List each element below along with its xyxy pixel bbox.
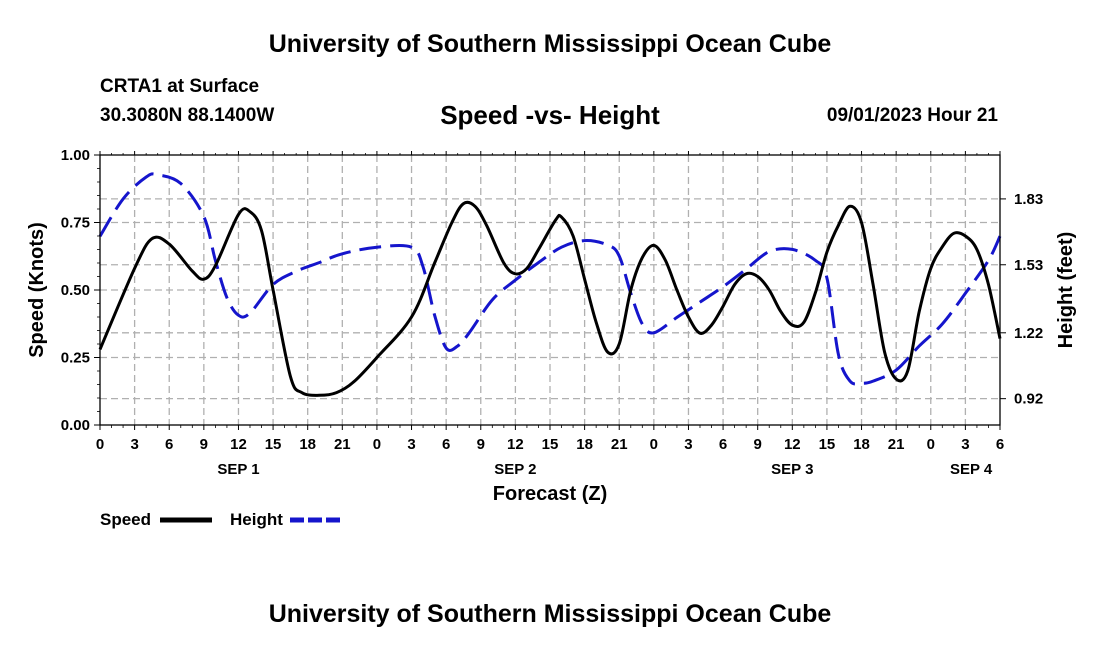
station-label: CRTA1 at Surface xyxy=(100,76,260,97)
x-tick-label: 15 xyxy=(542,436,559,453)
page-title: University of Southern Mississippi Ocean… xyxy=(268,30,832,58)
x-tick-label: 21 xyxy=(888,436,905,453)
labels: Forecast (Z) Speed (Knots) Height (feet) xyxy=(26,222,1077,505)
date-label: SEP 1 xyxy=(217,461,259,478)
x-tick-label: 9 xyxy=(200,436,208,453)
x-tick-label: 0 xyxy=(927,436,935,453)
y-tick-label: 0.25 xyxy=(61,350,90,367)
axes: 0 3 6 9 12 15 18 21 0 3 6 9 12 15 18 21 0 3 6 9 12 15 18 21 0 3 6S… xyxy=(61,147,1043,478)
x-tick-label: 18 xyxy=(299,436,316,453)
plot-frame xyxy=(99,154,1001,426)
y-tick-label: 0.75 xyxy=(61,215,90,232)
legend-speed-label: Speed xyxy=(100,510,151,529)
y2-tick-label: 0.92 xyxy=(1014,391,1043,408)
x-tick-label: 0 xyxy=(650,436,658,453)
series-line-height xyxy=(98,172,1002,386)
x-tick-label: 15 xyxy=(265,436,282,453)
x-axis-label: Forecast (Z) xyxy=(493,483,607,505)
x-tick-label: 9 xyxy=(754,436,762,453)
y-axis-label: Speed (Knots) xyxy=(26,222,48,358)
y2-tick-label: 1.53 xyxy=(1014,257,1043,274)
x-tick-label: 0 xyxy=(373,436,381,453)
y-tick-label: 1.00 xyxy=(61,147,90,164)
x-tick-label: 6 xyxy=(719,436,727,453)
x-tick-label: 9 xyxy=(477,436,485,453)
x-tick-label: 6 xyxy=(996,436,1004,453)
x-tick-label: 3 xyxy=(684,436,692,453)
grid xyxy=(100,155,1000,425)
series-line-speed xyxy=(98,200,1002,397)
y-tick-label: 0.00 xyxy=(61,417,90,434)
legend: Speed Height xyxy=(100,510,342,529)
x-tick-label: 18 xyxy=(853,436,870,453)
x-tick-label: 0 xyxy=(96,436,104,453)
x-tick-label: 12 xyxy=(230,436,247,453)
x-tick-label: 12 xyxy=(507,436,524,453)
x-tick-label: 3 xyxy=(130,436,138,453)
x-tick-label: 3 xyxy=(407,436,415,453)
legend-height-label: Height xyxy=(230,510,283,529)
date-label: SEP 4 xyxy=(950,461,993,478)
x-tick-label: 6 xyxy=(442,436,450,453)
plot-title: Speed -vs- Height xyxy=(440,100,660,130)
x-tick-label: 21 xyxy=(611,436,628,453)
x-tick-label: 18 xyxy=(576,436,593,453)
x-tick-label: 3 xyxy=(961,436,969,453)
footer-title: University of Southern Mississippi Ocean… xyxy=(268,600,832,628)
x-tick-label: 15 xyxy=(819,436,836,453)
x-tick-label: 6 xyxy=(165,436,173,453)
x-tick-label: 21 xyxy=(334,436,351,453)
date-label: SEP 3 xyxy=(771,461,813,478)
y2-tick-label: 1.22 xyxy=(1014,325,1043,342)
valid-time: 09/01/2023 Hour 21 xyxy=(826,105,998,126)
series xyxy=(98,172,1002,397)
date-label: SEP 2 xyxy=(494,461,536,478)
y2-tick-label: 1.83 xyxy=(1014,191,1043,208)
station-coordinates: 30.3080N 88.1400W xyxy=(100,105,275,126)
y-tick-label: 0.50 xyxy=(61,282,90,299)
x-tick-label: 12 xyxy=(784,436,801,453)
y2-axis-label: Height (feet) xyxy=(1055,232,1077,349)
